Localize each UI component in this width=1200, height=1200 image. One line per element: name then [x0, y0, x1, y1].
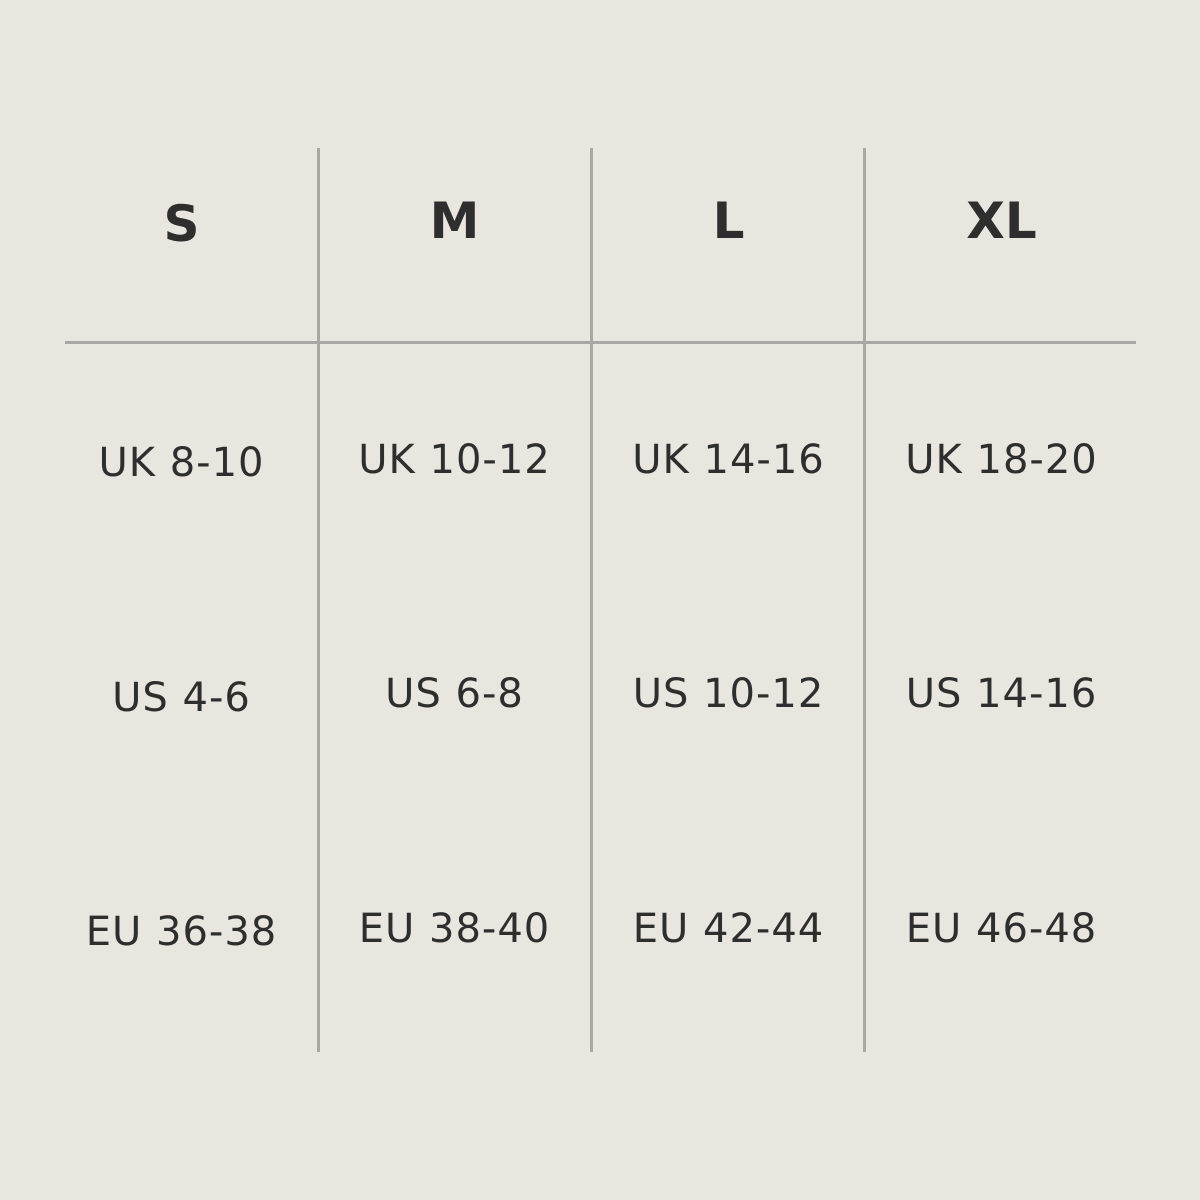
us-size-m: US 6-8: [385, 671, 524, 717]
us-size-xl: US 14-16: [905, 671, 1098, 717]
uk-size-xl: UK 18-20: [905, 437, 1098, 483]
size-header-m: M: [429, 192, 480, 250]
column-divider: [863, 148, 866, 1052]
eu-size-m: EU 38-40: [358, 906, 551, 952]
uk-size-m: UK 10-12: [358, 437, 551, 483]
uk-size-s: UK 8-10: [98, 440, 265, 486]
eu-size-s: EU 36-38: [85, 909, 278, 955]
eu-size-xl: EU 46-48: [905, 906, 1098, 952]
us-size-l: US 10-12: [632, 671, 825, 717]
size-header-xl: XL: [966, 192, 1037, 250]
column-divider: [317, 148, 320, 1052]
column-divider: [590, 148, 593, 1052]
uk-size-l: UK 14-16: [632, 437, 825, 483]
size-header-l: L: [712, 192, 745, 250]
size-header-s: S: [163, 195, 200, 253]
header-divider: [65, 341, 1136, 344]
eu-size-l: EU 42-44: [632, 906, 825, 952]
us-size-s: US 4-6: [112, 675, 251, 721]
